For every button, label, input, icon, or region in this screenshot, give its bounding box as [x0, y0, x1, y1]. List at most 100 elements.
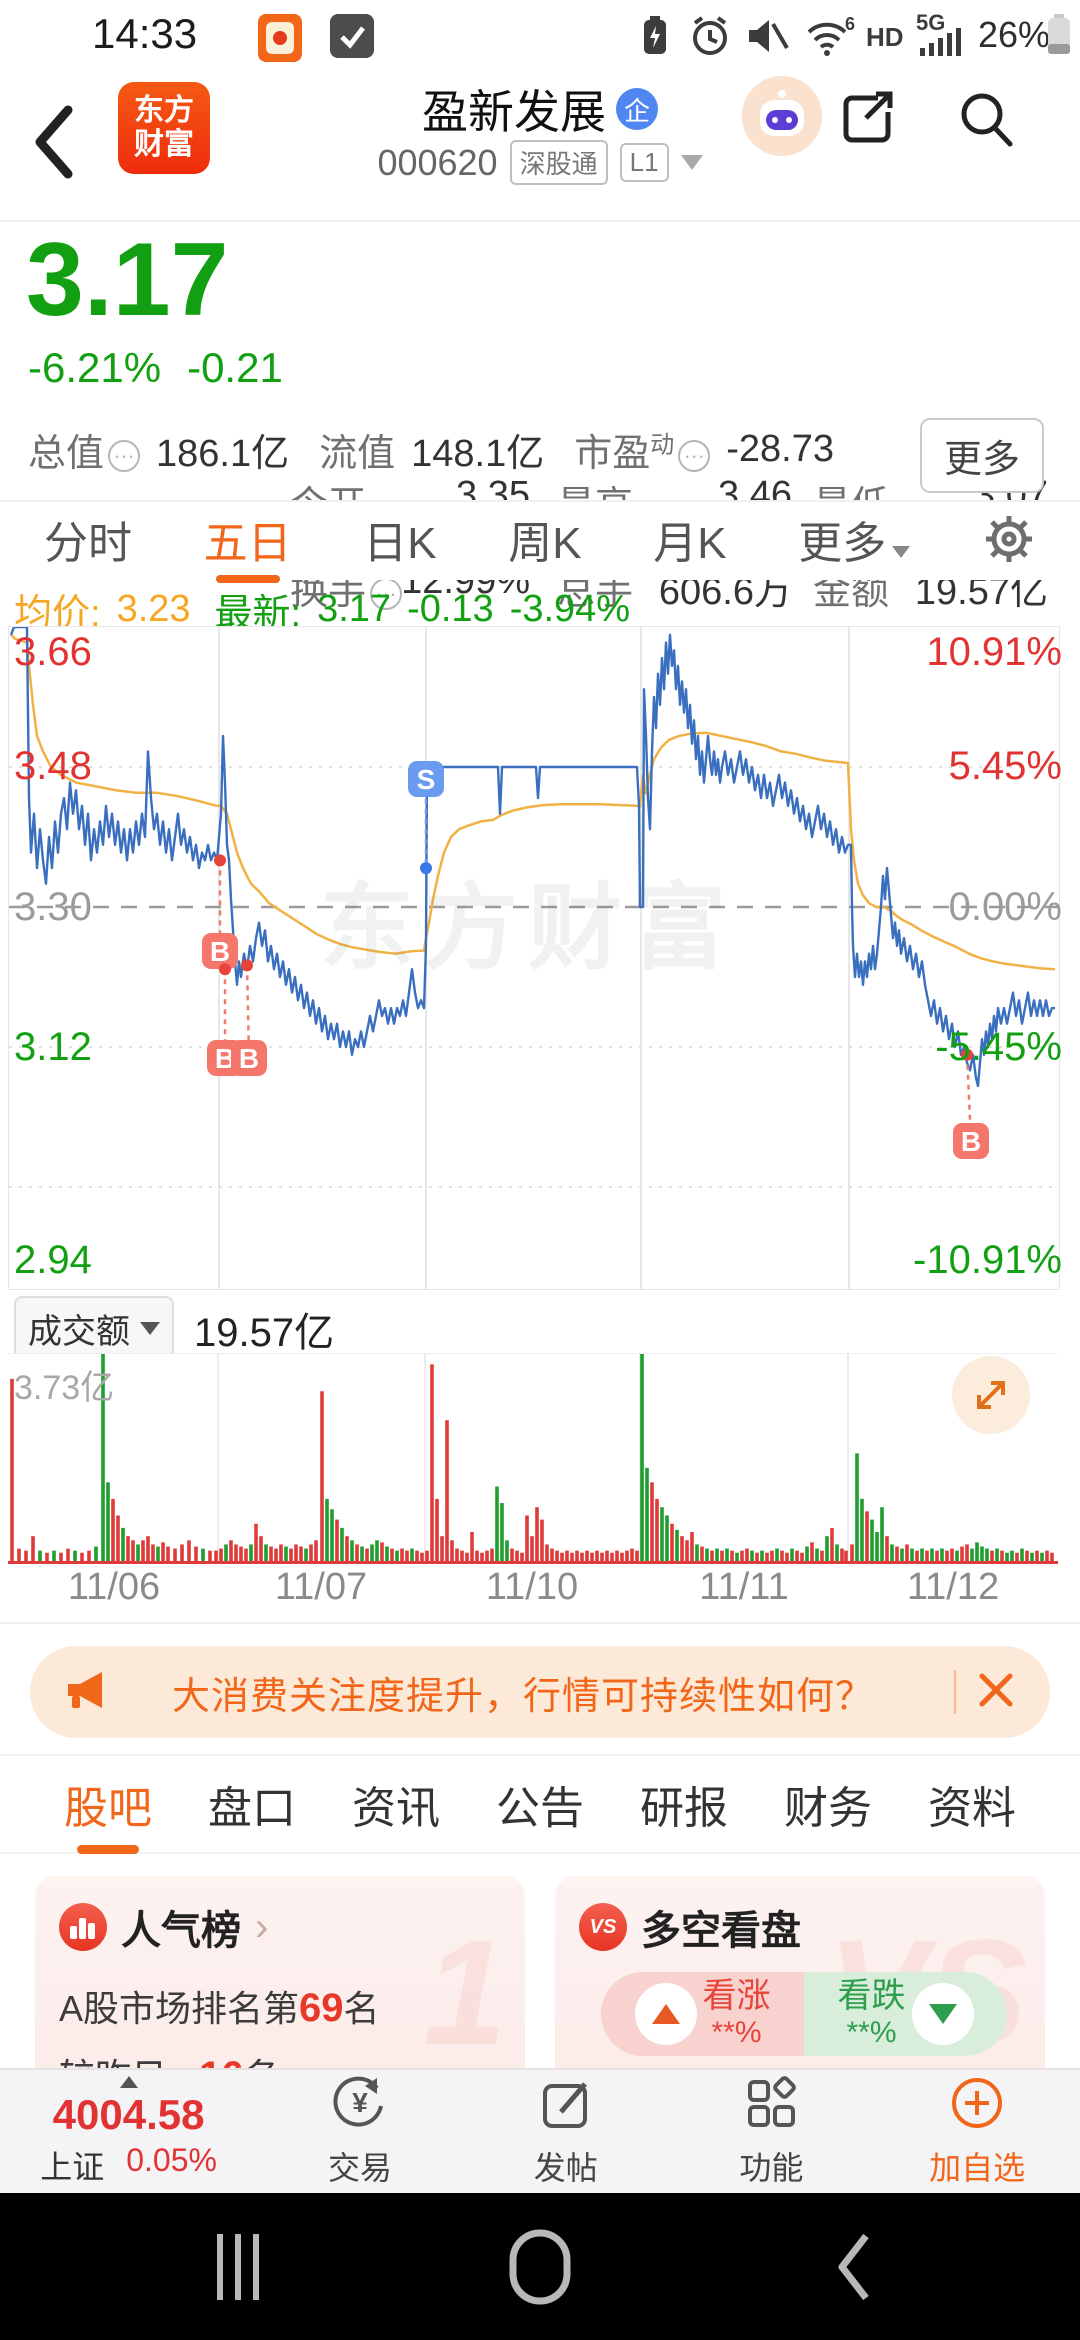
volume-bar [960, 1546, 964, 1561]
tab-order-book[interactable]: 盘口 [208, 1784, 296, 1833]
share-icon[interactable] [838, 88, 900, 155]
expand-icon[interactable] [952, 1356, 1030, 1434]
volume-bar [705, 1548, 709, 1561]
banner-text: 大消费关注度提升，行情可持续性如何？ [171, 1675, 874, 1718]
chevron-down-icon [892, 546, 911, 558]
volume-bar [1025, 1550, 1029, 1561]
volume-bar [485, 1550, 489, 1561]
volume-max-label: 3.73亿 [14, 1369, 115, 1407]
more-button[interactable]: 更多 [919, 418, 1044, 493]
back-icon[interactable] [28, 102, 78, 187]
volume-bar [525, 1515, 529, 1561]
title-row: 盈新发展 企 [0, 76, 1080, 142]
chart-tab-bar: 分时 五日 日K 周K 月K 更多 [0, 500, 1080, 580]
volume-bar [495, 1486, 499, 1561]
volume-bar [395, 1550, 399, 1561]
volume-bar [180, 1544, 184, 1561]
volume-bar [325, 1498, 329, 1561]
battery-icon [1046, 14, 1072, 61]
popularity-card[interactable]: 1 人气榜 › A股市场排名第69名 较昨日16名 [35, 1876, 525, 2068]
bear-button[interactable]: 看跌 **% [804, 1972, 1007, 2056]
tab-more[interactable]: 更多 [798, 507, 911, 575]
volume-bar [715, 1548, 719, 1561]
volume-bar [785, 1552, 789, 1561]
amount-row: 成交额 19.57亿 [14, 1296, 334, 1361]
svg-text:B: B [210, 936, 230, 967]
volume-bar [895, 1546, 899, 1561]
volume-bar [1005, 1552, 1009, 1561]
tab-daily-k[interactable]: 日K [363, 519, 437, 568]
volume-bar [259, 1536, 263, 1561]
recents-icon[interactable] [214, 2193, 262, 2340]
eastmoney-logo[interactable]: 东方 财富 [118, 82, 210, 174]
tab-weekly-k[interactable]: 周K [508, 519, 582, 568]
tab-minute[interactable]: 分时 [44, 519, 132, 568]
volume-bar [900, 1548, 904, 1561]
enterprise-badge[interactable]: 企 [616, 88, 658, 130]
back-nav-icon[interactable] [834, 2193, 874, 2340]
assistant-avatar[interactable] [742, 76, 822, 156]
volume-bar [445, 1420, 449, 1561]
volume-bar [365, 1548, 369, 1561]
search-icon[interactable] [956, 88, 1018, 155]
volume-bar [430, 1364, 434, 1561]
tab-news[interactable]: 资讯 [352, 1784, 440, 1833]
volume-bar [390, 1548, 394, 1561]
volume-bar [415, 1550, 419, 1561]
volume-bar [835, 1544, 839, 1561]
stock-subtitle[interactable]: 000620 深股通 L1 [0, 140, 1080, 185]
divider [954, 1670, 956, 1714]
card-title: 人气榜 [121, 1909, 241, 1953]
avg-price-line [10, 633, 1056, 971]
volume-bar [1045, 1550, 1049, 1561]
volume-bar [440, 1536, 444, 1561]
tab-research[interactable]: 研报 [640, 1784, 728, 1833]
features-button[interactable]: 功能 [669, 2070, 875, 2193]
bull-bear-card[interactable]: VS VS 多空看盘 看涨**% 看跌**% [555, 1876, 1045, 2068]
tab-announcements[interactable]: 公告 [496, 1784, 584, 1833]
tab-monthly-k[interactable]: 月K [653, 519, 727, 568]
tab-five-day[interactable]: 五日 [204, 507, 292, 575]
tab-guba[interactable]: 股吧 [64, 1772, 152, 1836]
volume-bar [570, 1552, 574, 1561]
date-label: 11/12 [906, 1566, 1000, 1608]
buy-dot [214, 854, 226, 867]
volume-bar [725, 1548, 729, 1561]
volume-bar [1050, 1552, 1054, 1561]
volume-bar [73, 1550, 77, 1561]
chart-settings-icon[interactable] [982, 512, 1036, 571]
volume-bar [1040, 1552, 1044, 1561]
volume-bar [500, 1503, 504, 1561]
down-triangle-icon [911, 1983, 974, 2045]
stock-code: 000620 [377, 141, 498, 183]
sell-badge [408, 761, 444, 797]
notification-app-icon [256, 14, 304, 67]
post-button[interactable]: 发帖 [463, 2070, 669, 2193]
volume-bar [269, 1546, 273, 1561]
volume-type-selector[interactable]: 成交额 [14, 1296, 174, 1361]
volume-bar [1020, 1548, 1024, 1561]
volume-bar [475, 1550, 479, 1561]
volume-bar [229, 1540, 233, 1561]
add-watchlist-button[interactable]: 加自选 [874, 2070, 1080, 2193]
volume-bar [610, 1552, 614, 1561]
trade-button[interactable]: ¥ 交易 [257, 2070, 463, 2193]
home-icon[interactable] [509, 2193, 571, 2340]
volume-bar [560, 1552, 564, 1561]
volume-bar [995, 1548, 999, 1561]
close-icon[interactable] [976, 1670, 1016, 1715]
bull-button[interactable]: 看涨 **% [601, 1972, 804, 2056]
up-triangle-icon [119, 2075, 138, 2088]
tab-financials[interactable]: 财务 [784, 1784, 872, 1833]
volume-pane[interactable] [8, 1353, 1058, 1564]
volume-bar [299, 1546, 303, 1561]
index-quote[interactable]: 4004.58 上证 0.05% [0, 2070, 257, 2193]
volume-bar [146, 1536, 150, 1561]
volume-bar [780, 1550, 784, 1561]
volume-bar [545, 1544, 549, 1561]
news-banner[interactable]: 大消费关注度提升，行情可持续性如何？ [30, 1646, 1050, 1738]
volume-bar [885, 1536, 889, 1561]
tab-profile[interactable]: 资料 [928, 1784, 1016, 1833]
volume-bar [59, 1552, 63, 1561]
